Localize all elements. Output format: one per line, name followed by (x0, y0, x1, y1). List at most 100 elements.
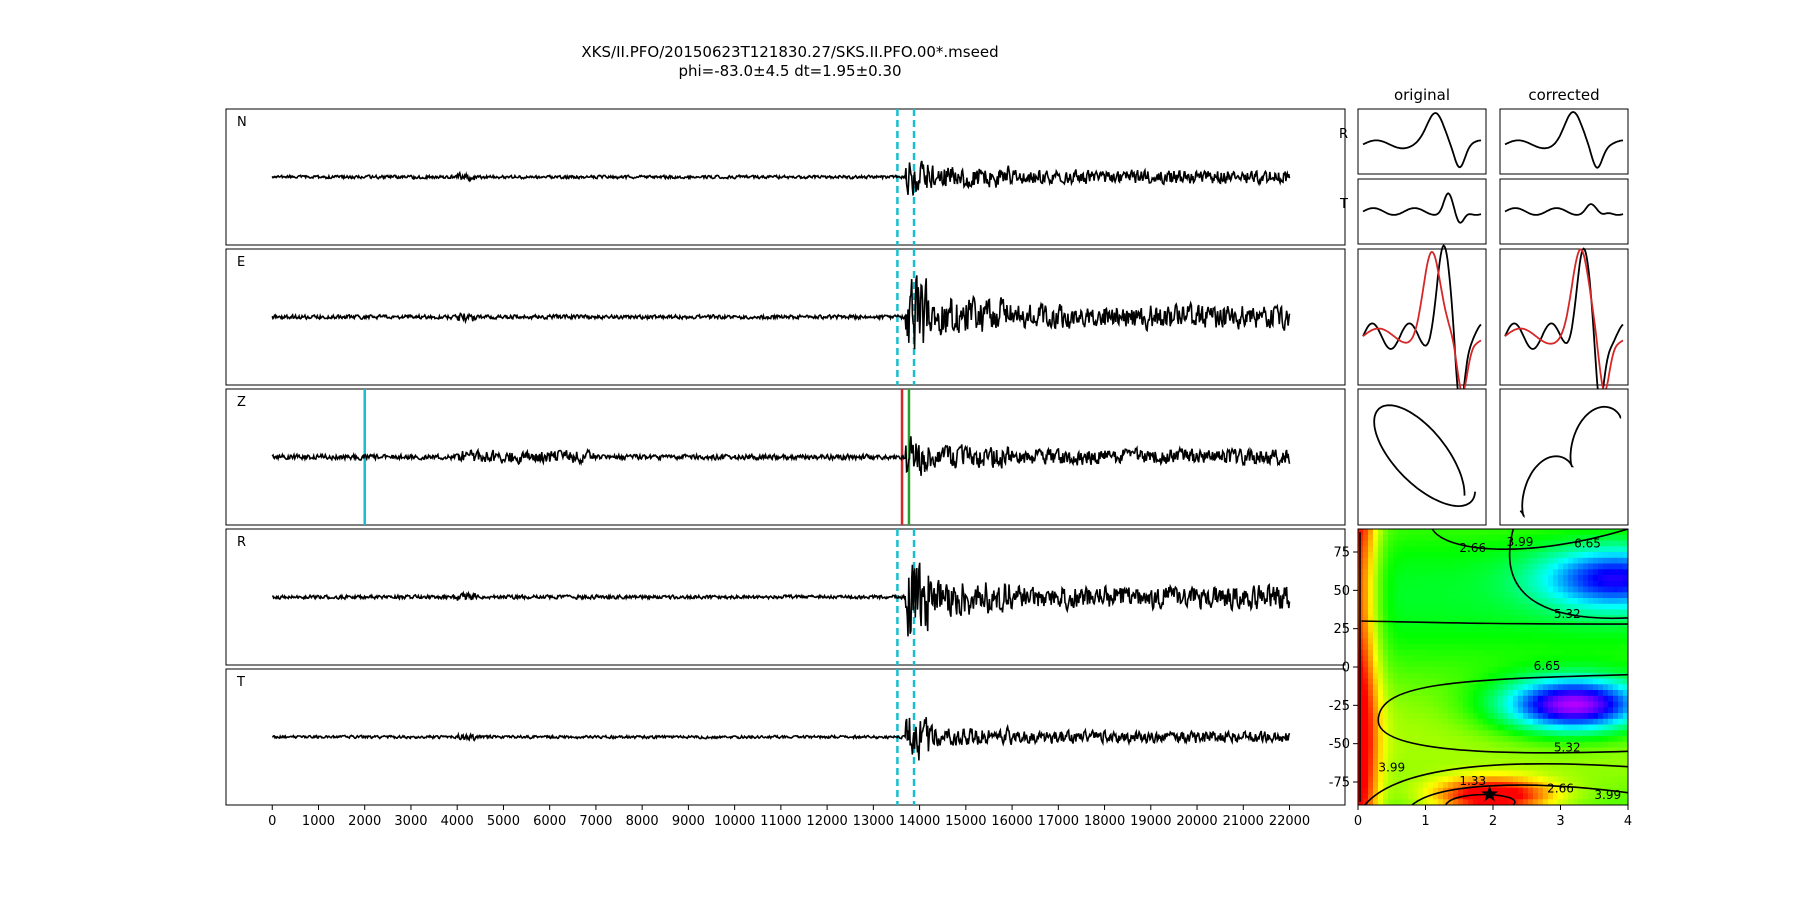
surface-cell (1583, 632, 1589, 639)
surface-cell (1613, 747, 1619, 754)
surface-cell (1563, 690, 1569, 697)
surface-cell (1523, 534, 1529, 542)
surface-cell (1608, 799, 1614, 805)
surface-cell (1393, 701, 1399, 708)
surface-cell (1508, 741, 1514, 749)
surface-cell (1573, 563, 1579, 570)
surface-cell (1558, 586, 1564, 593)
surface-cell (1363, 598, 1369, 605)
surface-cell (1488, 649, 1494, 657)
surface-cell (1583, 753, 1589, 760)
surface-cell (1388, 776, 1394, 783)
surface-cell (1578, 569, 1584, 576)
surface-cell (1488, 799, 1494, 805)
surface-cell (1623, 638, 1628, 645)
surface-cell (1608, 546, 1614, 553)
surface-cell (1478, 701, 1484, 708)
surface-cell (1588, 534, 1594, 542)
surface-cell (1608, 655, 1614, 662)
surface-cell (1358, 615, 1364, 622)
surface-cell (1523, 626, 1529, 634)
surface-cell (1618, 609, 1624, 616)
surface-cell (1383, 644, 1389, 651)
surface-cell (1483, 799, 1489, 805)
surface-cell (1603, 667, 1609, 674)
surface-cell (1573, 615, 1579, 622)
surface-cell (1578, 753, 1584, 760)
surface-cell (1518, 603, 1524, 611)
surface-cell (1563, 546, 1569, 553)
surface-cell (1373, 782, 1379, 789)
surface-cell (1453, 690, 1459, 697)
surface-cell (1468, 759, 1474, 766)
surface-cell (1623, 724, 1628, 731)
surface-cell (1528, 759, 1534, 766)
surface-cell (1513, 598, 1519, 605)
surface-cell (1498, 672, 1504, 680)
surface-cell (1543, 626, 1549, 634)
surface-cell (1578, 609, 1584, 616)
surface-cell (1398, 701, 1404, 708)
surface-cell (1408, 736, 1414, 743)
surface-cell (1543, 655, 1549, 662)
surface-cell (1598, 609, 1604, 616)
surface-cell (1438, 724, 1444, 731)
surface-cell (1458, 609, 1464, 616)
surface-cell (1518, 695, 1524, 703)
surface-cell (1568, 678, 1574, 685)
surface-cell (1468, 529, 1474, 536)
surface-cell (1483, 598, 1489, 605)
surface-cell (1608, 753, 1614, 760)
surface-cell (1378, 718, 1384, 726)
surface-cell (1408, 753, 1414, 760)
surface-cell (1458, 695, 1464, 703)
surface-cell (1378, 701, 1384, 708)
surface-cell (1468, 707, 1474, 714)
surface-cell (1528, 667, 1534, 674)
surface-cell (1433, 540, 1439, 547)
surface-cell (1378, 770, 1384, 777)
surface-cell (1393, 672, 1399, 680)
surface-cell (1363, 603, 1369, 611)
surface-cell (1488, 540, 1494, 547)
surface-cell (1458, 557, 1464, 565)
surface-cell (1543, 563, 1549, 570)
surface-cell (1463, 718, 1469, 726)
surface-cell (1403, 649, 1409, 657)
surface-cell (1598, 575, 1604, 582)
surface-cell (1598, 799, 1604, 805)
surface-cell (1503, 529, 1509, 536)
surface-cell (1618, 713, 1624, 720)
surface-cell (1588, 615, 1594, 622)
surface-cell (1443, 793, 1449, 800)
surface-cell (1548, 678, 1554, 685)
surface-cell (1398, 575, 1404, 582)
surface-cell (1578, 603, 1584, 611)
surface-cell (1608, 626, 1614, 634)
surface-cell (1388, 736, 1394, 743)
surface-cell (1388, 632, 1394, 639)
surface-cell (1473, 684, 1479, 691)
surface-cell (1538, 741, 1544, 749)
surface-cell (1483, 764, 1489, 772)
surface-cell (1378, 764, 1384, 772)
x-tick-label: 21000 (1223, 814, 1264, 829)
surface-cell (1533, 603, 1539, 611)
surface-cell (1543, 684, 1549, 691)
surface-cell (1563, 741, 1569, 749)
surface-cell (1498, 730, 1504, 737)
surface-cell (1458, 661, 1464, 668)
surface-cell (1403, 782, 1409, 789)
surface-cell (1493, 598, 1499, 605)
surface-cell (1373, 598, 1379, 605)
surface-cell (1473, 580, 1479, 588)
surface-cell (1508, 759, 1514, 766)
surface-cell (1578, 655, 1584, 662)
surface-cell (1538, 718, 1544, 726)
surface-cell (1483, 580, 1489, 588)
surface-cell (1383, 546, 1389, 553)
surface-cell (1373, 690, 1379, 697)
surface-cell (1378, 655, 1384, 662)
surface-cell (1493, 580, 1499, 588)
surface-cell (1563, 592, 1569, 599)
